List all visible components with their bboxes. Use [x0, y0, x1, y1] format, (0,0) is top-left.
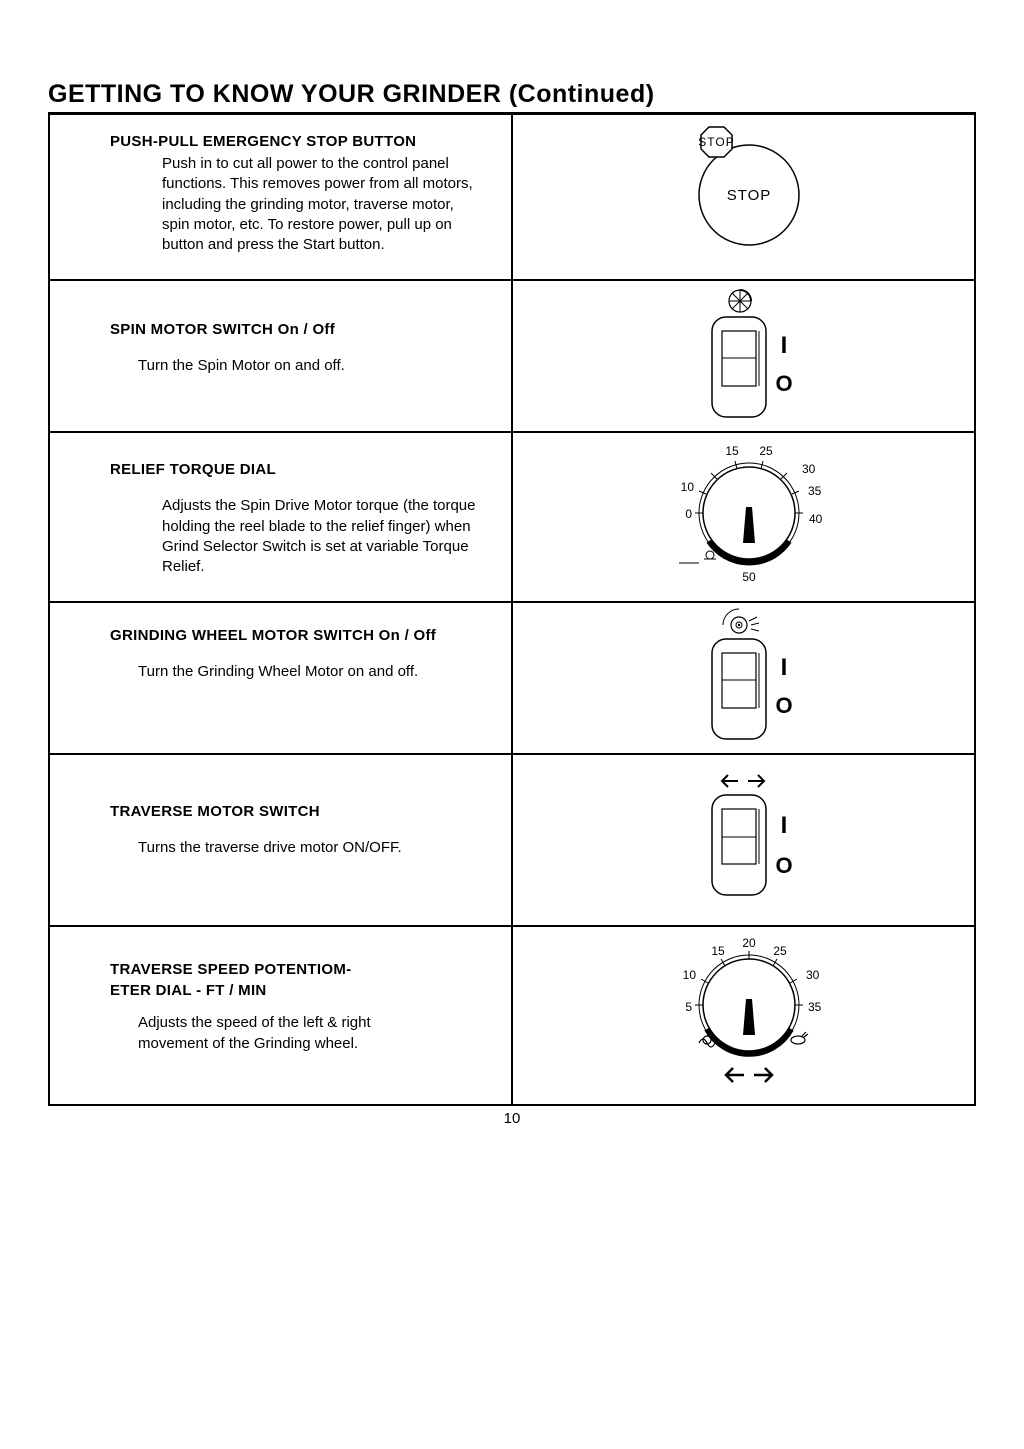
dial-label: 10 — [682, 968, 696, 982]
switch-on-symbol: I — [780, 654, 787, 681]
estop-icon: STOP STOP — [674, 115, 814, 255]
grindwheel-switch-icon: I O — [674, 603, 814, 753]
traverse-switch-desc: Turns the traverse drive motor ON/OFF. — [138, 838, 483, 858]
traverse-switch-title: TRAVERSE MOTOR SWITCH — [110, 803, 483, 820]
grindwheel-title: GRINDING WHEEL MOTOR SWITCH On / Off — [110, 627, 483, 644]
traverse-pot-desc: Adjusts the speed of the left & right mo… — [138, 1013, 418, 1054]
traverse-dial-icon: 5 10 15 20 25 30 35 — [644, 927, 844, 1097]
spin-motor-title: SPIN MOTOR SWITCH On / Off — [110, 321, 483, 338]
estop-desc: Push in to cut all power to the control … — [162, 154, 483, 255]
switch-off-symbol: O — [775, 853, 792, 878]
spin-motor-desc: Turn the Spin Motor on and off. — [138, 356, 483, 376]
dial-label: 5 — [685, 1000, 692, 1014]
switch-on-symbol: I — [780, 332, 787, 359]
dial-label: 0 — [685, 507, 692, 521]
dial-label: 40 — [809, 512, 823, 526]
page-title: GETTING TO KNOW YOUR GRINDER (Continued) — [48, 80, 976, 115]
dial-label: 25 — [759, 444, 773, 458]
traverse-pot-title-line2: ETER DIAL - FT / MIN — [110, 982, 483, 999]
page-number: 10 — [48, 1110, 976, 1127]
controls-table: PUSH-PULL EMERGENCY STOP BUTTON Push in … — [48, 115, 976, 1106]
relief-dial-desc: Adjusts the Spin Drive Motor torque (the… — [162, 496, 483, 577]
dial-label: 50 — [742, 570, 756, 584]
estop-circle-label: STOP — [726, 187, 771, 204]
traverse-switch-icon: I O — [674, 755, 814, 925]
relief-dial-icon: 0 10 15 25 30 35 40 50 — [654, 433, 834, 593]
dial-label: 15 — [725, 444, 739, 458]
dial-label: 30 — [802, 462, 816, 476]
switch-off-symbol: O — [775, 371, 792, 396]
switch-on-symbol: I — [780, 812, 787, 839]
spin-switch-icon: I O — [674, 281, 814, 431]
relief-dial-title: RELIEF TORQUE DIAL — [110, 461, 483, 478]
estop-title: PUSH-PULL EMERGENCY STOP BUTTON — [110, 133, 483, 150]
estop-octagon-label: STOP — [698, 135, 734, 149]
dial-label: 30 — [806, 968, 820, 982]
traverse-pot-title-line1: TRAVERSE SPEED POTENTIOM- — [110, 961, 483, 978]
dial-label: 10 — [680, 480, 694, 494]
dial-label: 15 — [711, 944, 725, 958]
dial-label: 20 — [742, 936, 756, 950]
dial-label: 35 — [808, 484, 822, 498]
switch-off-symbol: O — [775, 693, 792, 718]
grindwheel-desc: Turn the Grinding Wheel Motor on and off… — [138, 662, 483, 682]
dial-label: 25 — [773, 944, 787, 958]
dial-label: 35 — [808, 1000, 822, 1014]
